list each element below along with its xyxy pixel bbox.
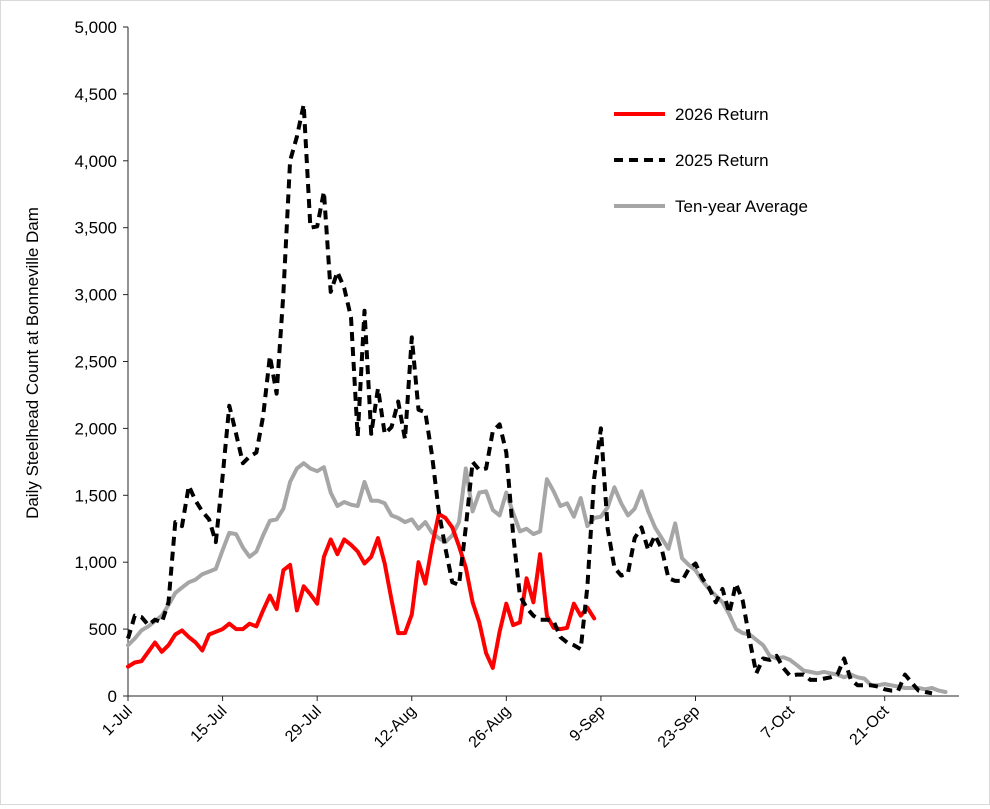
legend-label-2025-return: 2025 Return (675, 151, 769, 170)
y-axis-title: Daily Steelhead Count at Bonneville Dam (23, 207, 42, 519)
x-tick-label: 26-Aug (466, 703, 515, 752)
y-tick-label: 5,000 (74, 18, 117, 37)
x-tick-label: 23-Sep (655, 703, 704, 752)
y-tick-label: 2,500 (74, 353, 117, 372)
y-tick-label: 0 (108, 687, 117, 706)
x-tick-label: 15-Jul (188, 703, 231, 746)
series-line-ten-year-average (126, 461, 948, 694)
y-tick-label: 500 (89, 620, 117, 639)
y-tick-label: 4,500 (74, 85, 117, 104)
x-tick-label: 9-Sep (567, 703, 609, 745)
legend-label-ten-year-average: Ten-year Average (675, 197, 808, 216)
y-tick-label: 3,000 (74, 286, 117, 305)
y-tick-label: 3,500 (74, 219, 117, 238)
y-tick-label: 2,000 (74, 419, 117, 438)
x-tick-label: 12-Aug (371, 703, 420, 752)
series-line-2026-return (126, 512, 597, 670)
x-tick-label: 29-Jul (282, 703, 325, 746)
x-tick-label: 1-Jul (99, 703, 136, 740)
legend: 2026 Return 2025 Return Ten-year Average (614, 105, 808, 216)
x-tick-label: 7-Oct (758, 702, 798, 742)
y-tick-label: 4,000 (74, 152, 117, 171)
x-tick-label: 21-Oct (847, 702, 893, 748)
series-lines (126, 102, 948, 696)
y-tick-label: 1,500 (74, 486, 117, 505)
legend-label-2026-return: 2026 Return (675, 105, 769, 124)
y-tick-label: 1,000 (74, 553, 117, 572)
series-line-2025-return (126, 102, 933, 696)
